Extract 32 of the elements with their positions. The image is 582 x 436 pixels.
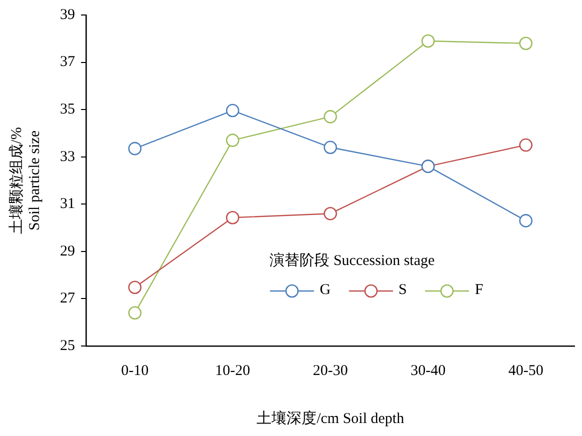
y-tick-label: 35: [60, 102, 75, 118]
y-tick-label: 25: [60, 338, 75, 354]
y-tick-label: 33: [60, 148, 75, 165]
x-tick-label: 0-10: [121, 362, 149, 379]
point: [226, 104, 240, 118]
x-tick-label: 10-20: [215, 362, 250, 379]
x-tick-label: 20-30: [312, 362, 348, 379]
point: [128, 306, 142, 320]
x-tick-label: 40-50: [508, 362, 544, 379]
point: [421, 34, 435, 48]
y-tick-label: 31: [60, 196, 75, 212]
y-tick-label: 29: [60, 243, 75, 260]
point: [226, 134, 240, 147]
legend-label: S: [398, 282, 407, 299]
x-tick-label: 30-40: [410, 362, 446, 379]
point: [519, 214, 532, 228]
legend-label: G: [320, 282, 331, 299]
point: [324, 110, 337, 124]
y-tick-label: 37: [60, 54, 76, 70]
x-axis-title: 土壤深度/cm Soil depth: [256, 410, 405, 427]
legend-title: 演替阶段 Succession stage: [270, 252, 436, 270]
y-axis-title: 土壤颗粒组成/% Soil particle size: [8, 127, 43, 234]
legend-label: F: [474, 282, 484, 299]
point: [128, 142, 142, 156]
point: [519, 138, 532, 152]
y-tick-label: 39: [60, 6, 75, 23]
point: [519, 36, 532, 50]
y-tick-label: 27: [60, 290, 76, 307]
point: [226, 210, 240, 224]
point: [128, 280, 142, 294]
point: [324, 140, 337, 154]
point: [324, 206, 337, 220]
